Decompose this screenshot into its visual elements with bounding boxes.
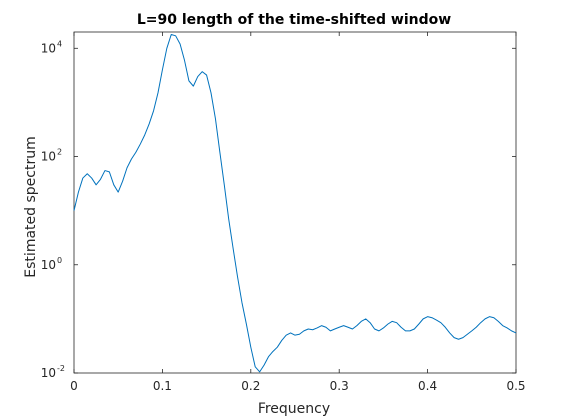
series-line-0 xyxy=(73,33,517,373)
plot-area xyxy=(73,31,517,374)
x-axis-label: Frequency xyxy=(258,401,330,417)
y-tick-label: 10 xyxy=(41,366,56,380)
y-tick-label: 10 xyxy=(41,258,56,272)
y-tick-exponent: 0 xyxy=(57,256,62,265)
x-tick-label: 0.4 xyxy=(418,379,437,393)
y-tick-exponent: 4 xyxy=(57,39,62,48)
series-lines xyxy=(73,33,517,373)
y-tick-exponent: 2 xyxy=(57,148,62,157)
x-tick-label: 0 xyxy=(70,379,78,393)
x-tick-label: 0.3 xyxy=(330,379,349,393)
chart-title: L=90 length of the time-shifted window xyxy=(137,12,451,28)
plot-box xyxy=(73,31,517,374)
y-tick-label: 10 xyxy=(41,150,56,164)
y-tick-label: 10 xyxy=(41,41,56,55)
y-axis-label: Estimated spectrum xyxy=(23,136,39,277)
x-tick-label: 0.1 xyxy=(153,379,172,393)
y-tick-exponent: -2 xyxy=(57,364,65,373)
x-tick-label: 0.2 xyxy=(241,379,260,393)
x-tick-label: 0.5 xyxy=(506,379,525,393)
